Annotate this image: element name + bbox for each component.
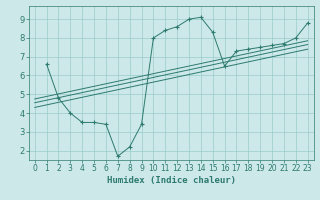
X-axis label: Humidex (Indice chaleur): Humidex (Indice chaleur) xyxy=(107,176,236,185)
